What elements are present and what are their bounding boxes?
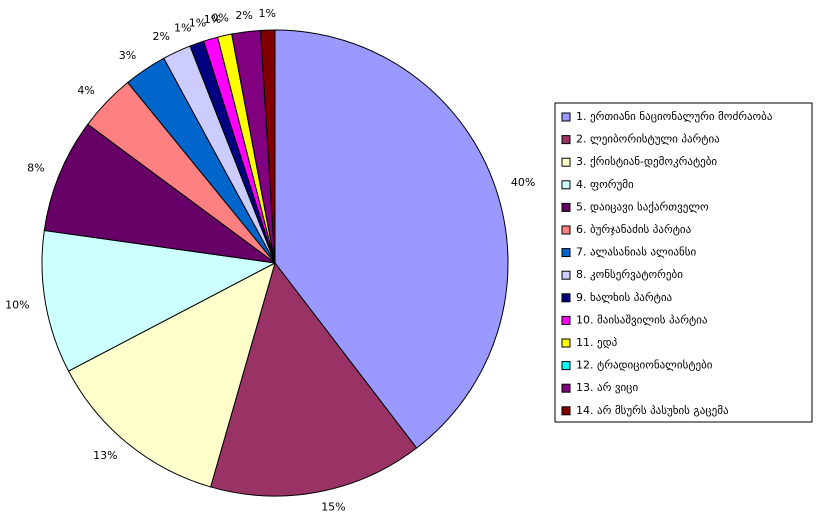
pie-slice <box>67 262 276 488</box>
legend-swatch <box>561 406 571 416</box>
pie-slice <box>274 29 509 449</box>
data-label: 10% <box>5 298 29 311</box>
data-label: 2% <box>235 9 252 22</box>
legend-swatch <box>561 202 571 212</box>
legend-label: 7. ალასანიას ალიანსი <box>576 246 697 259</box>
data-label: 1% <box>174 21 191 34</box>
legend-label: 5. დაიცავი საქართველო <box>576 200 709 213</box>
pie-slice <box>43 123 276 264</box>
legend-swatch <box>561 135 571 145</box>
legend-label: 10. მაისაშვილის პარტია <box>576 313 708 326</box>
legend-swatch <box>561 293 571 303</box>
legend-label: 1. ერთიანი ნაციონალური მოძრაობა <box>576 110 773 123</box>
data-label: 1% <box>204 13 221 26</box>
legend-label: 4. ფორუმი <box>576 178 634 191</box>
data-label: 13% <box>93 449 117 462</box>
legend-label: 12. ტრადიციონალისტები <box>576 359 713 372</box>
legend-label: 3. ქრისტიან-დემოკრატები <box>576 155 717 168</box>
legend-swatch <box>561 270 571 280</box>
legend-swatch <box>561 315 571 325</box>
data-label: 1% <box>189 17 206 30</box>
data-label: 15% <box>321 501 345 514</box>
legend-label: 6. ბურჯანაძის პარტია <box>576 223 692 236</box>
legend-swatch <box>561 248 571 258</box>
pie-slice <box>259 29 276 264</box>
legend-label: 13. არ ვიცი <box>576 381 638 394</box>
data-label: 3% <box>119 49 136 62</box>
legend-swatch <box>561 180 571 190</box>
data-label: 4% <box>77 84 94 97</box>
legend-label: 9. ხალხის პარტია <box>576 291 673 304</box>
legend-swatch <box>561 112 571 122</box>
legend-label: 11. ედპ <box>576 336 618 349</box>
legend-label: 14. არ მსურს პასუხის გაცემა <box>576 404 729 417</box>
legend-label: 8. კონსერვატორები <box>576 268 683 281</box>
legend-swatch <box>561 225 571 235</box>
data-label: 2% <box>153 30 170 43</box>
legend-label: 2. ლეიბორისტული პარტია <box>576 133 720 146</box>
data-label: 8% <box>27 162 44 175</box>
data-label: 1% <box>259 7 276 20</box>
legend-swatch <box>561 338 571 348</box>
legend-box <box>554 102 813 423</box>
pie-slice <box>210 261 418 497</box>
data-label: 40% <box>511 176 535 189</box>
legend-swatch <box>561 157 571 167</box>
legend-swatch <box>561 361 571 371</box>
legend-swatch <box>561 383 571 393</box>
data-label: 0% <box>211 11 228 24</box>
pie-slice <box>41 229 277 372</box>
